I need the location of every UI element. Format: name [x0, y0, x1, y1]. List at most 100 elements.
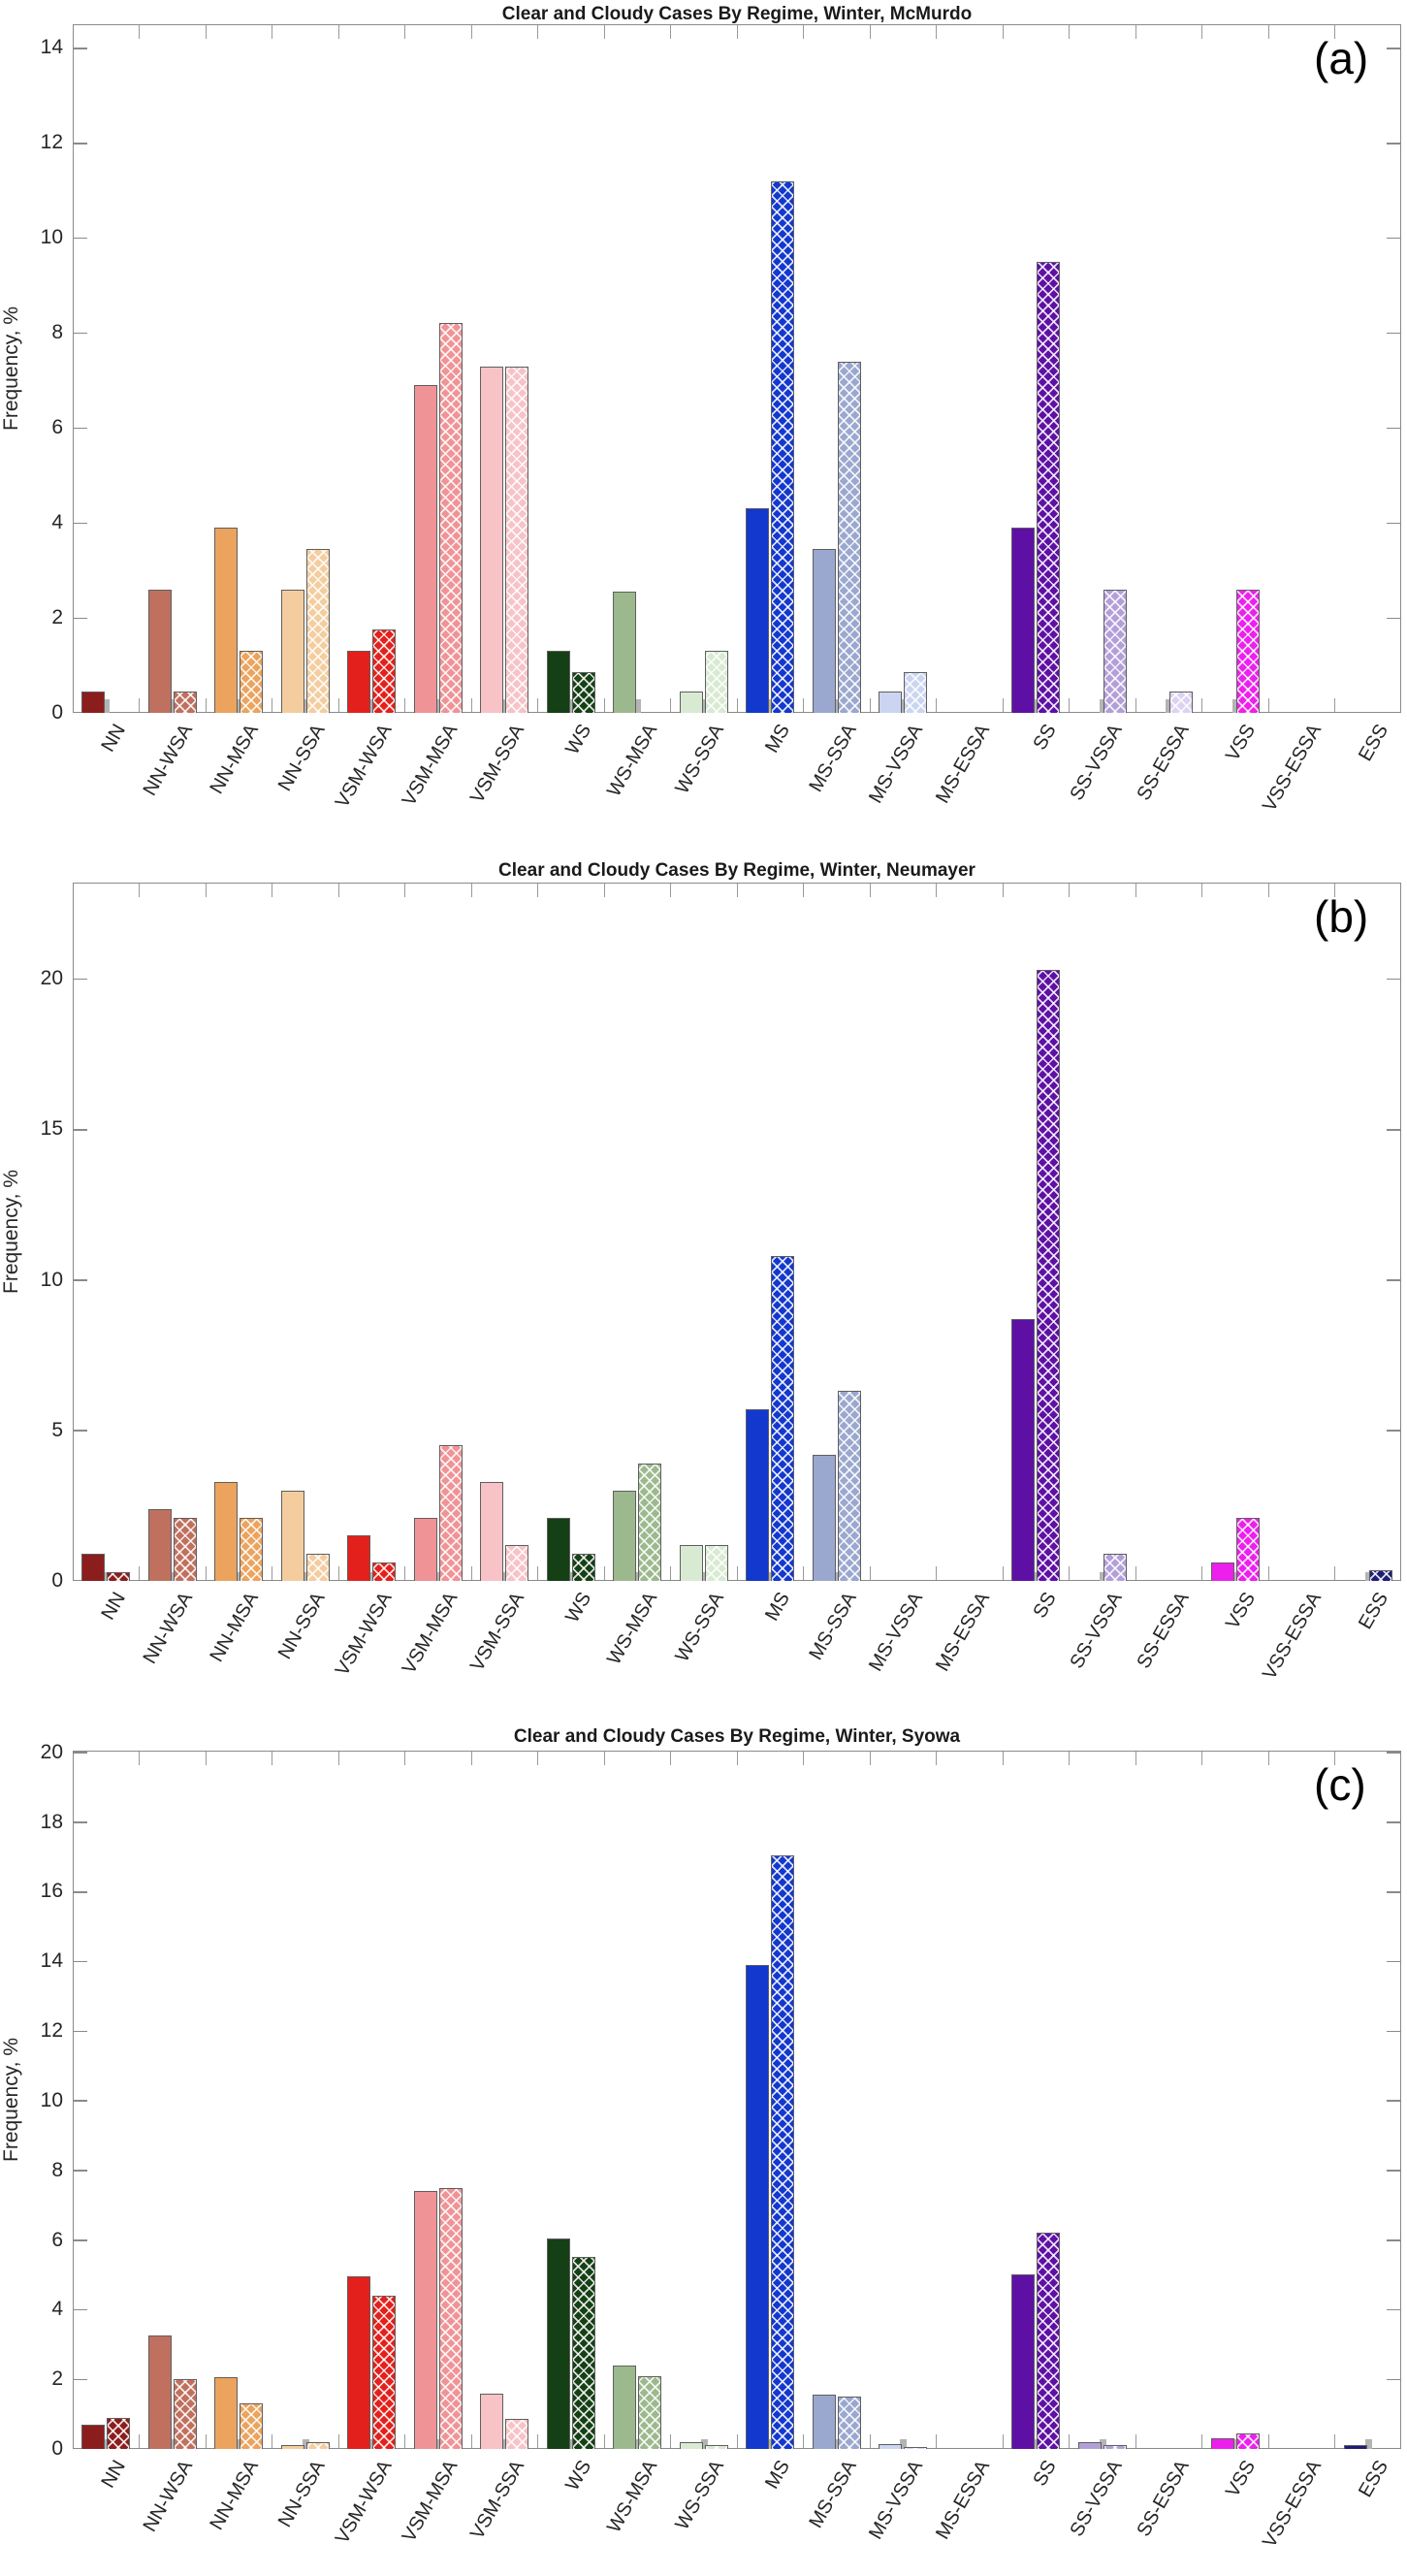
bar-cloudy-NN: [107, 2417, 131, 2449]
bar-pair-divider: [767, 699, 775, 713]
bar-pair-divider: [169, 1572, 176, 1581]
bar-clear-ESS: [1343, 2445, 1367, 2449]
group-tick-top: [1002, 25, 1004, 39]
group-tick-top: [803, 25, 805, 39]
group-tick-bottom: [936, 1566, 938, 1580]
bar-pair-divider: [1033, 699, 1040, 713]
group-tick-top: [205, 1752, 207, 1765]
x-tick-label-NN: NN: [97, 1589, 131, 1625]
x-tick-label-VSS: VSS: [1221, 1589, 1260, 1633]
bar-clear-NN-MSA: [214, 528, 239, 713]
bar-pair-divider: [1364, 1572, 1372, 1581]
group-tick-top: [1267, 884, 1269, 897]
bar-clear-WS: [546, 2238, 570, 2449]
y-tick-left: [74, 427, 87, 430]
corner-label-b: (b): [1314, 891, 1369, 942]
x-tick-label-NN-SSA: NN-SSA: [273, 721, 330, 795]
y-tick-label: 10: [40, 226, 63, 249]
panel-a: Clear and Cloudy Cases By Regime, Winter…: [0, 0, 1407, 858]
bar-pair-divider: [302, 2438, 309, 2449]
y-tick-left: [74, 2308, 87, 2311]
bar-cloudy-MS: [771, 1854, 795, 2449]
bar-cloudy-VSM-WSA: [372, 1562, 397, 1581]
bar-pair-divider: [368, 1572, 376, 1581]
bar-cloudy-VSM-SSA: [505, 2419, 529, 2449]
bar-pair-divider: [236, 2438, 243, 2449]
y-tick-label: 5: [51, 1418, 63, 1441]
group-tick-bottom: [470, 1566, 472, 1580]
x-tick-label-SS-VSSA: SS-VSSA: [1066, 1589, 1127, 1673]
group-tick-bottom: [736, 2434, 738, 2448]
group-tick-top: [1334, 1752, 1336, 1765]
x-tick-label-NN-MSA: NN-MSA: [206, 1589, 264, 1666]
x-tick-label-ESS: ESS: [1354, 2457, 1392, 2501]
x-tick-label-MS: MS: [761, 721, 795, 757]
bar-cloudy-VSS: [1235, 1517, 1260, 1581]
bar-clear-VSS: [1210, 1562, 1234, 1581]
bar-cloudy-MS-VSSA: [904, 2447, 928, 2449]
bar-cloudy-WS: [571, 2257, 595, 2449]
x-tick-label-SS: SS: [1028, 2457, 1061, 2491]
bar-pair-divider: [1099, 699, 1106, 713]
bar-cloudy-VSM-SSA: [505, 366, 529, 713]
x-tick-label-NN-WSA: NN-WSA: [139, 721, 197, 800]
group-tick-bottom: [736, 1566, 738, 1580]
group-tick-top: [470, 1752, 472, 1765]
y-tick-right: [1387, 1128, 1400, 1131]
group-tick-bottom: [1267, 698, 1269, 712]
group-tick-top: [205, 884, 207, 897]
x-tick-label-MS-ESSA: MS-ESSA: [931, 2457, 994, 2543]
group-tick-bottom: [537, 1566, 539, 1580]
group-tick-top: [1002, 1752, 1004, 1765]
bar-pair-divider: [767, 2438, 775, 2449]
y-tick-left: [74, 978, 87, 981]
group-tick-top: [1267, 1752, 1269, 1765]
bar-pair-divider: [900, 2438, 908, 2449]
group-tick-bottom: [670, 698, 672, 712]
group-tick-top: [404, 25, 406, 39]
group-tick-bottom: [1002, 698, 1004, 712]
group-tick-top: [1334, 25, 1336, 39]
group-tick-bottom: [1334, 1566, 1336, 1580]
bar-cloudy-NN-SSA: [305, 1554, 330, 1581]
group-tick-top: [139, 1752, 141, 1765]
bar-pair-divider: [700, 699, 708, 713]
bar-cloudy-NN-MSA: [240, 2403, 264, 2449]
y-tick-left: [74, 2030, 87, 2033]
corner-label-a: (a): [1314, 33, 1369, 83]
bar-clear-MS-SSA: [812, 549, 836, 713]
group-tick-top: [337, 25, 339, 39]
bar-pair-divider: [368, 699, 376, 713]
y-tick-left: [74, 617, 87, 620]
bar-pair-divider: [434, 2438, 442, 2449]
y-tick-left: [74, 2170, 87, 2172]
y-tick-left: [74, 1430, 87, 1432]
x-tick-label-SS-VSSA: SS-VSSA: [1066, 2457, 1127, 2541]
group-tick-bottom: [1334, 2434, 1336, 2448]
y-tick-right: [1387, 2170, 1400, 2172]
group-tick-bottom: [337, 1566, 339, 1580]
bar-pair-divider: [767, 1572, 775, 1581]
y-tick-right: [1387, 1890, 1400, 1893]
bar-clear-WS-SSA: [679, 691, 703, 713]
y-tick-label: 2: [51, 2367, 63, 2391]
bar-pair-divider: [1364, 2438, 1372, 2449]
y-tick-label: 12: [40, 131, 63, 154]
group-tick-bottom: [670, 1566, 672, 1580]
group-tick-bottom: [670, 2434, 672, 2448]
bar-pair-divider: [634, 699, 642, 713]
group-tick-top: [803, 1752, 805, 1765]
group-tick-bottom: [1135, 1566, 1136, 1580]
bar-cloudy-VSM-WSA: [372, 629, 397, 713]
group-tick-bottom: [936, 698, 938, 712]
x-tick-label-VSS-ESSA: VSS-ESSA: [1259, 721, 1327, 816]
bar-cloudy-SS-VSSA: [1103, 2445, 1127, 2449]
y-tick-right: [1387, 2030, 1400, 2033]
plot-area-b: [73, 883, 1401, 1581]
bar-clear-WS-MSA: [613, 1490, 637, 1581]
y-tick-right: [1387, 1279, 1400, 1281]
group-tick-bottom: [1267, 2434, 1269, 2448]
group-tick-top: [936, 884, 938, 897]
bar-cloudy-VSM-MSA: [438, 323, 463, 713]
